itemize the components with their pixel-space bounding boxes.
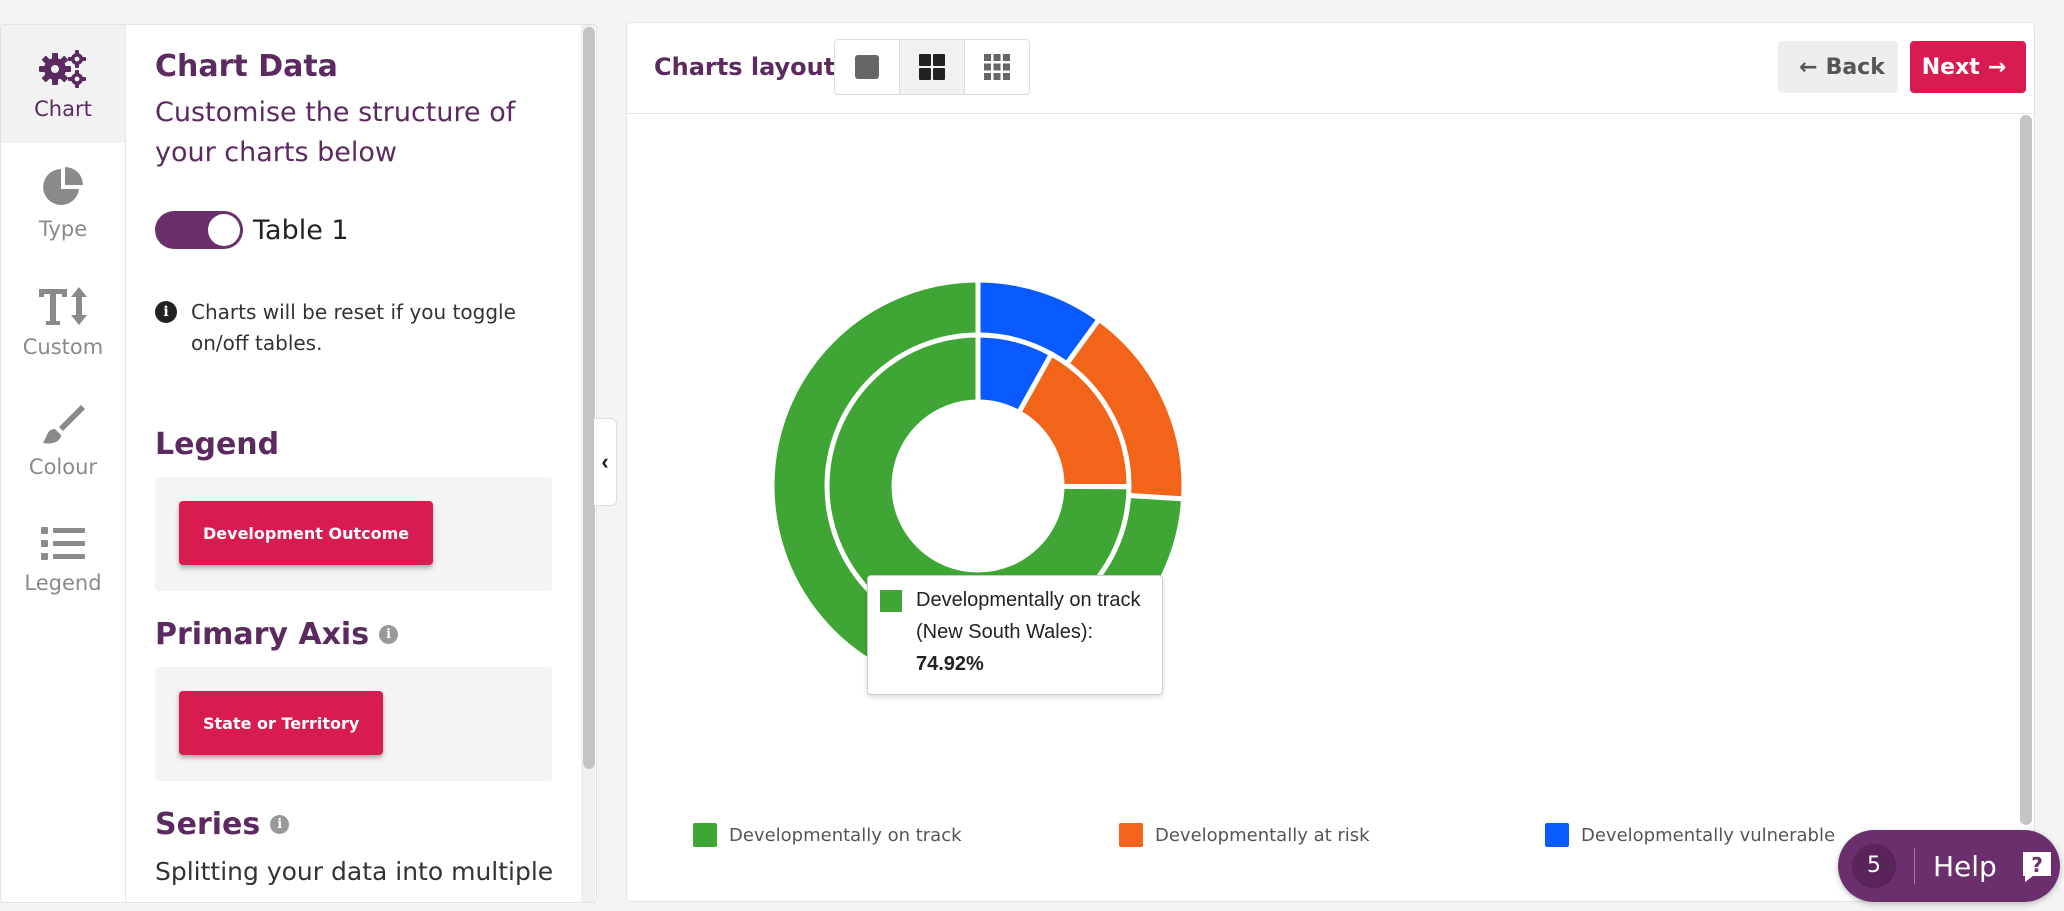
grid-3x3-icon (984, 54, 1010, 80)
legend-swatch (1545, 823, 1569, 847)
rail-label: Colour (28, 455, 98, 479)
table-toggle-label: Table 1 (253, 214, 349, 246)
charts-layout-switcher (834, 39, 1030, 95)
table-toggle[interactable] (155, 211, 243, 249)
back-button-label: Back (1825, 54, 1885, 80)
rail-item-colour[interactable]: Colour (1, 382, 125, 500)
settings-rail: Chart Type Custom Colour (1, 25, 126, 902)
preview-topbar: Charts layout: (627, 23, 2034, 114)
layout-2x2-button[interactable] (900, 40, 965, 94)
help-label: Help (1933, 849, 1997, 883)
help-divider (1914, 848, 1915, 884)
gears-icon (39, 50, 86, 88)
layout-single-button[interactable] (835, 40, 900, 94)
preview-scrollbar-thumb[interactable] (2020, 115, 2032, 825)
list-icon (41, 527, 85, 560)
toggle-knob (208, 214, 240, 246)
rail-label: Legend (24, 571, 102, 595)
rail-label: Type (38, 217, 88, 241)
development-outcome-chip[interactable]: Development Outcome (179, 501, 434, 565)
info-note-text: Charts will be reset if you toggle on/of… (191, 300, 516, 355)
legend-label: Developmentally vulnerable (1581, 824, 1836, 846)
tooltip-series: Developmentally on track (916, 589, 1141, 611)
info-icon[interactable]: i (270, 815, 290, 834)
panel-scrollbar-thumb[interactable] (583, 27, 595, 769)
chart-data-content: Chart Data Customise the structure of yo… (155, 25, 555, 902)
tooltip-swatch (880, 590, 902, 612)
donut-chart (769, 277, 1187, 695)
rail-item-chart[interactable]: Chart (1, 25, 125, 143)
info-icon: i (155, 301, 177, 323)
series-description: Splitting your data into multiple (155, 857, 554, 886)
arrow-right-icon: → (1987, 54, 2007, 80)
panel-subtitle: Customise the structure of your charts b… (155, 97, 516, 168)
series-heading: Series i (155, 807, 290, 842)
legend-item-at-risk[interactable]: Developmentally at risk (1119, 823, 1370, 847)
legend-swatch (1119, 823, 1143, 847)
layout-3x3-button[interactable] (965, 40, 1029, 94)
reset-info-note: i Charts will be reset if you toggle on/… (155, 297, 555, 359)
pie-icon (43, 167, 83, 205)
info-icon[interactable]: i (379, 625, 399, 644)
rail-item-custom[interactable]: Custom (1, 263, 125, 381)
tooltip-category: (New South Wales): (916, 621, 1094, 643)
panel-title: Chart Data (155, 49, 338, 84)
legend-drop-zone[interactable]: Development Outcome (155, 477, 552, 591)
rail-item-legend[interactable]: Legend (1, 501, 125, 619)
chat-question-icon: ? (2022, 852, 2051, 882)
next-button[interactable]: Next → (1910, 41, 2026, 93)
grid-2x2-icon (919, 54, 945, 80)
primary-axis-heading: Primary Axis i (155, 617, 399, 652)
rail-label: Custom (22, 335, 104, 359)
svg-text:?: ? (2031, 853, 2043, 877)
primary-axis-heading-text: Primary Axis (155, 617, 370, 652)
text-size-icon (39, 287, 87, 325)
next-button-label: Next (1921, 54, 1980, 80)
legend-label: Developmentally at risk (1155, 824, 1370, 846)
legend-heading-text: Legend (155, 427, 280, 462)
back-button[interactable]: ← Back (1778, 41, 1898, 93)
legend-label: Developmentally on track (729, 824, 962, 846)
chart-preview-panel: Charts layout: (626, 22, 2035, 902)
chart-tooltip: Developmentally on track (New South Wale… (867, 575, 1163, 695)
single-square-icon (855, 55, 879, 79)
series-heading-text: Series (155, 807, 261, 842)
state-or-territory-chip[interactable]: State or Territory (179, 691, 384, 755)
tooltip-value: 74.92% (916, 653, 984, 675)
rail-item-type[interactable]: Type (1, 144, 125, 262)
table-toggle-row: Table 1 (155, 211, 349, 249)
brush-icon (43, 405, 85, 444)
legend-item-vulnerable[interactable]: Developmentally vulnerable (1545, 823, 1835, 847)
legend-item-on-track[interactable]: Developmentally on track (693, 823, 962, 847)
legend-swatch (693, 823, 717, 847)
chevron-left-icon: ‹ (601, 449, 609, 474)
arrow-left-icon: ← (1799, 54, 1818, 80)
rail-label: Chart (34, 97, 92, 121)
collapse-panel-button[interactable]: ‹ (594, 418, 617, 506)
tooltip-body: Developmentally on track (New South Wale… (916, 584, 1156, 680)
chart-settings-panel: Chart Type Custom Colour (0, 24, 597, 903)
primary-axis-drop-zone[interactable]: State or Territory (155, 667, 552, 781)
charts-layout-label: Charts layout: (654, 53, 845, 81)
help-button[interactable]: 5 Help ? (1838, 830, 2060, 902)
help-count-badge: 5 (1852, 844, 1896, 888)
chart-legend: Developmentally on track Developmentally… (693, 823, 1983, 863)
legend-heading: Legend (155, 427, 279, 462)
